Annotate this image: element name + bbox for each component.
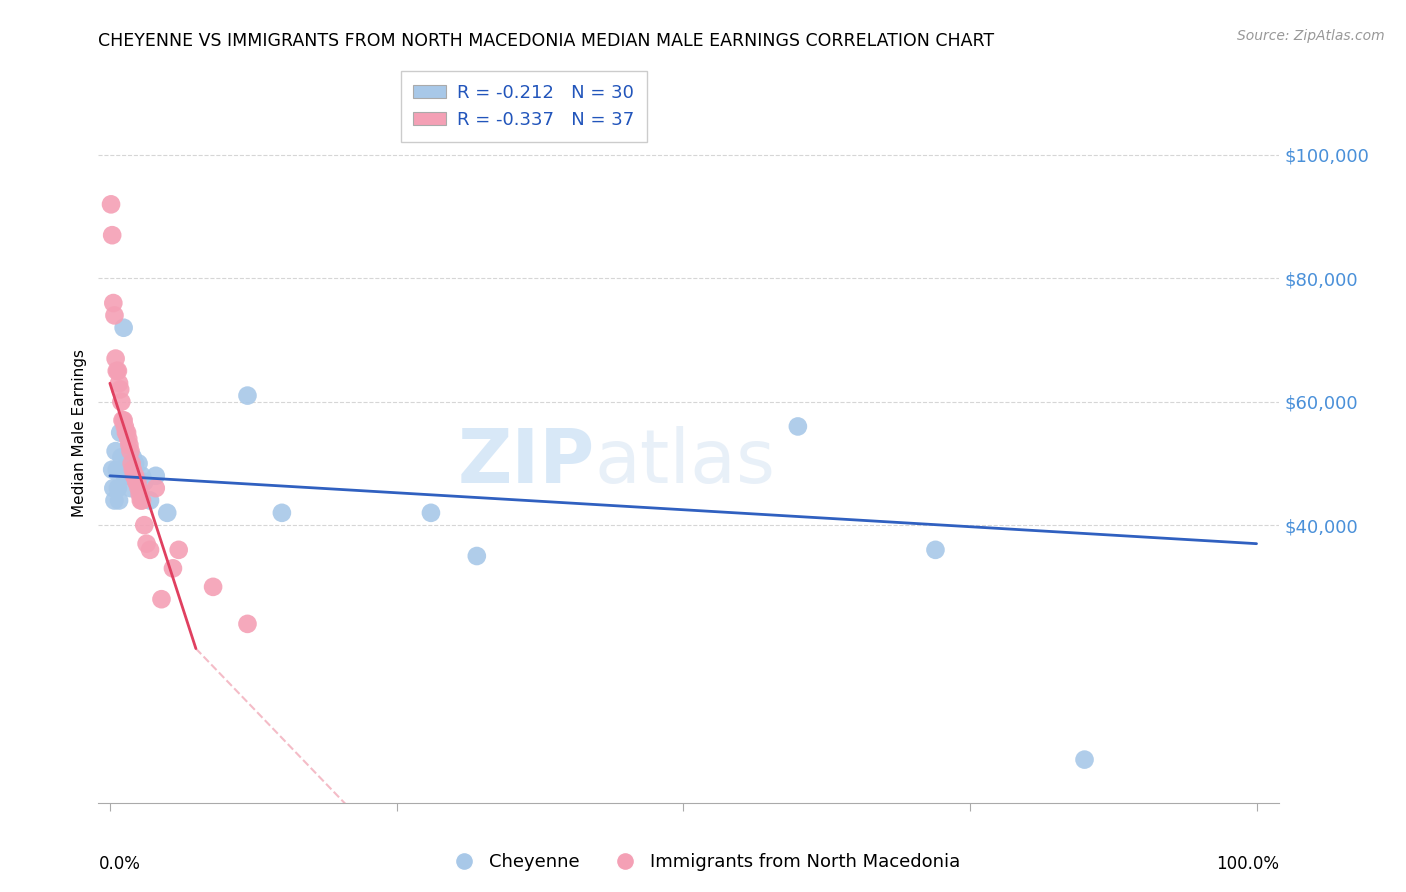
Point <box>129 493 152 508</box>
Point <box>110 394 132 409</box>
Point <box>111 462 134 476</box>
Point <box>236 616 259 631</box>
Point <box>115 425 138 440</box>
Point <box>108 493 131 508</box>
Point <box>112 320 135 334</box>
Point <box>139 493 162 508</box>
Text: CHEYENNE VS IMMIGRANTS FROM NORTH MACEDONIA MEDIAN MALE EARNINGS CORRELATION CHA: CHEYENNE VS IMMIGRANTS FROM NORTH MACEDO… <box>98 32 994 50</box>
Point <box>270 506 292 520</box>
Point <box>101 462 124 476</box>
Point <box>103 481 125 495</box>
Point <box>121 450 143 465</box>
Point <box>100 197 122 211</box>
Point <box>115 425 138 440</box>
Point <box>105 462 128 476</box>
Point <box>924 542 946 557</box>
Point <box>112 413 135 427</box>
Y-axis label: Median Male Earnings: Median Male Earnings <box>72 349 87 516</box>
Point <box>139 542 162 557</box>
Legend: Cheyenne, Immigrants from North Macedonia: Cheyenne, Immigrants from North Macedoni… <box>439 847 967 879</box>
Point <box>156 506 179 520</box>
Point <box>131 468 153 483</box>
Point <box>120 481 142 495</box>
Point <box>1073 753 1095 767</box>
Point <box>128 481 150 495</box>
Point <box>128 487 150 501</box>
Point <box>117 432 139 446</box>
Point <box>125 475 148 489</box>
Point <box>167 542 190 557</box>
Text: atlas: atlas <box>595 425 776 499</box>
Point <box>135 536 157 550</box>
Point <box>124 457 146 471</box>
Point <box>122 468 145 483</box>
Point <box>121 457 143 471</box>
Point <box>103 309 125 323</box>
Point <box>120 444 142 458</box>
Point <box>162 561 184 575</box>
Point <box>115 457 138 471</box>
Point <box>128 457 150 471</box>
Point <box>134 475 156 489</box>
Point <box>131 493 153 508</box>
Point <box>121 462 143 476</box>
Point <box>114 419 136 434</box>
Text: Source: ZipAtlas.com: Source: ZipAtlas.com <box>1237 29 1385 43</box>
Point <box>145 481 167 495</box>
Point <box>124 468 146 483</box>
Point <box>118 438 141 452</box>
Text: 100.0%: 100.0% <box>1216 855 1279 872</box>
Point <box>104 351 127 366</box>
Point <box>236 389 259 403</box>
Legend: R = -0.212   N = 30, R = -0.337   N = 37: R = -0.212 N = 30, R = -0.337 N = 37 <box>401 71 647 142</box>
Text: 0.0%: 0.0% <box>98 855 141 872</box>
Point <box>111 413 134 427</box>
Text: ZIP: ZIP <box>457 425 595 499</box>
Point <box>786 419 808 434</box>
Point <box>202 580 225 594</box>
Point <box>103 296 125 310</box>
Point <box>465 549 488 563</box>
Point <box>108 376 131 391</box>
Point <box>101 228 124 243</box>
Point <box>114 468 136 483</box>
Point <box>103 493 125 508</box>
Point <box>110 450 132 465</box>
Point <box>150 592 173 607</box>
Point <box>104 444 127 458</box>
Point <box>107 481 129 495</box>
Point <box>134 518 156 533</box>
Point <box>107 364 129 378</box>
Point <box>108 383 131 397</box>
Point <box>108 425 131 440</box>
Point <box>105 364 128 378</box>
Point <box>145 468 167 483</box>
Point <box>117 468 139 483</box>
Point <box>127 475 149 489</box>
Point <box>420 506 443 520</box>
